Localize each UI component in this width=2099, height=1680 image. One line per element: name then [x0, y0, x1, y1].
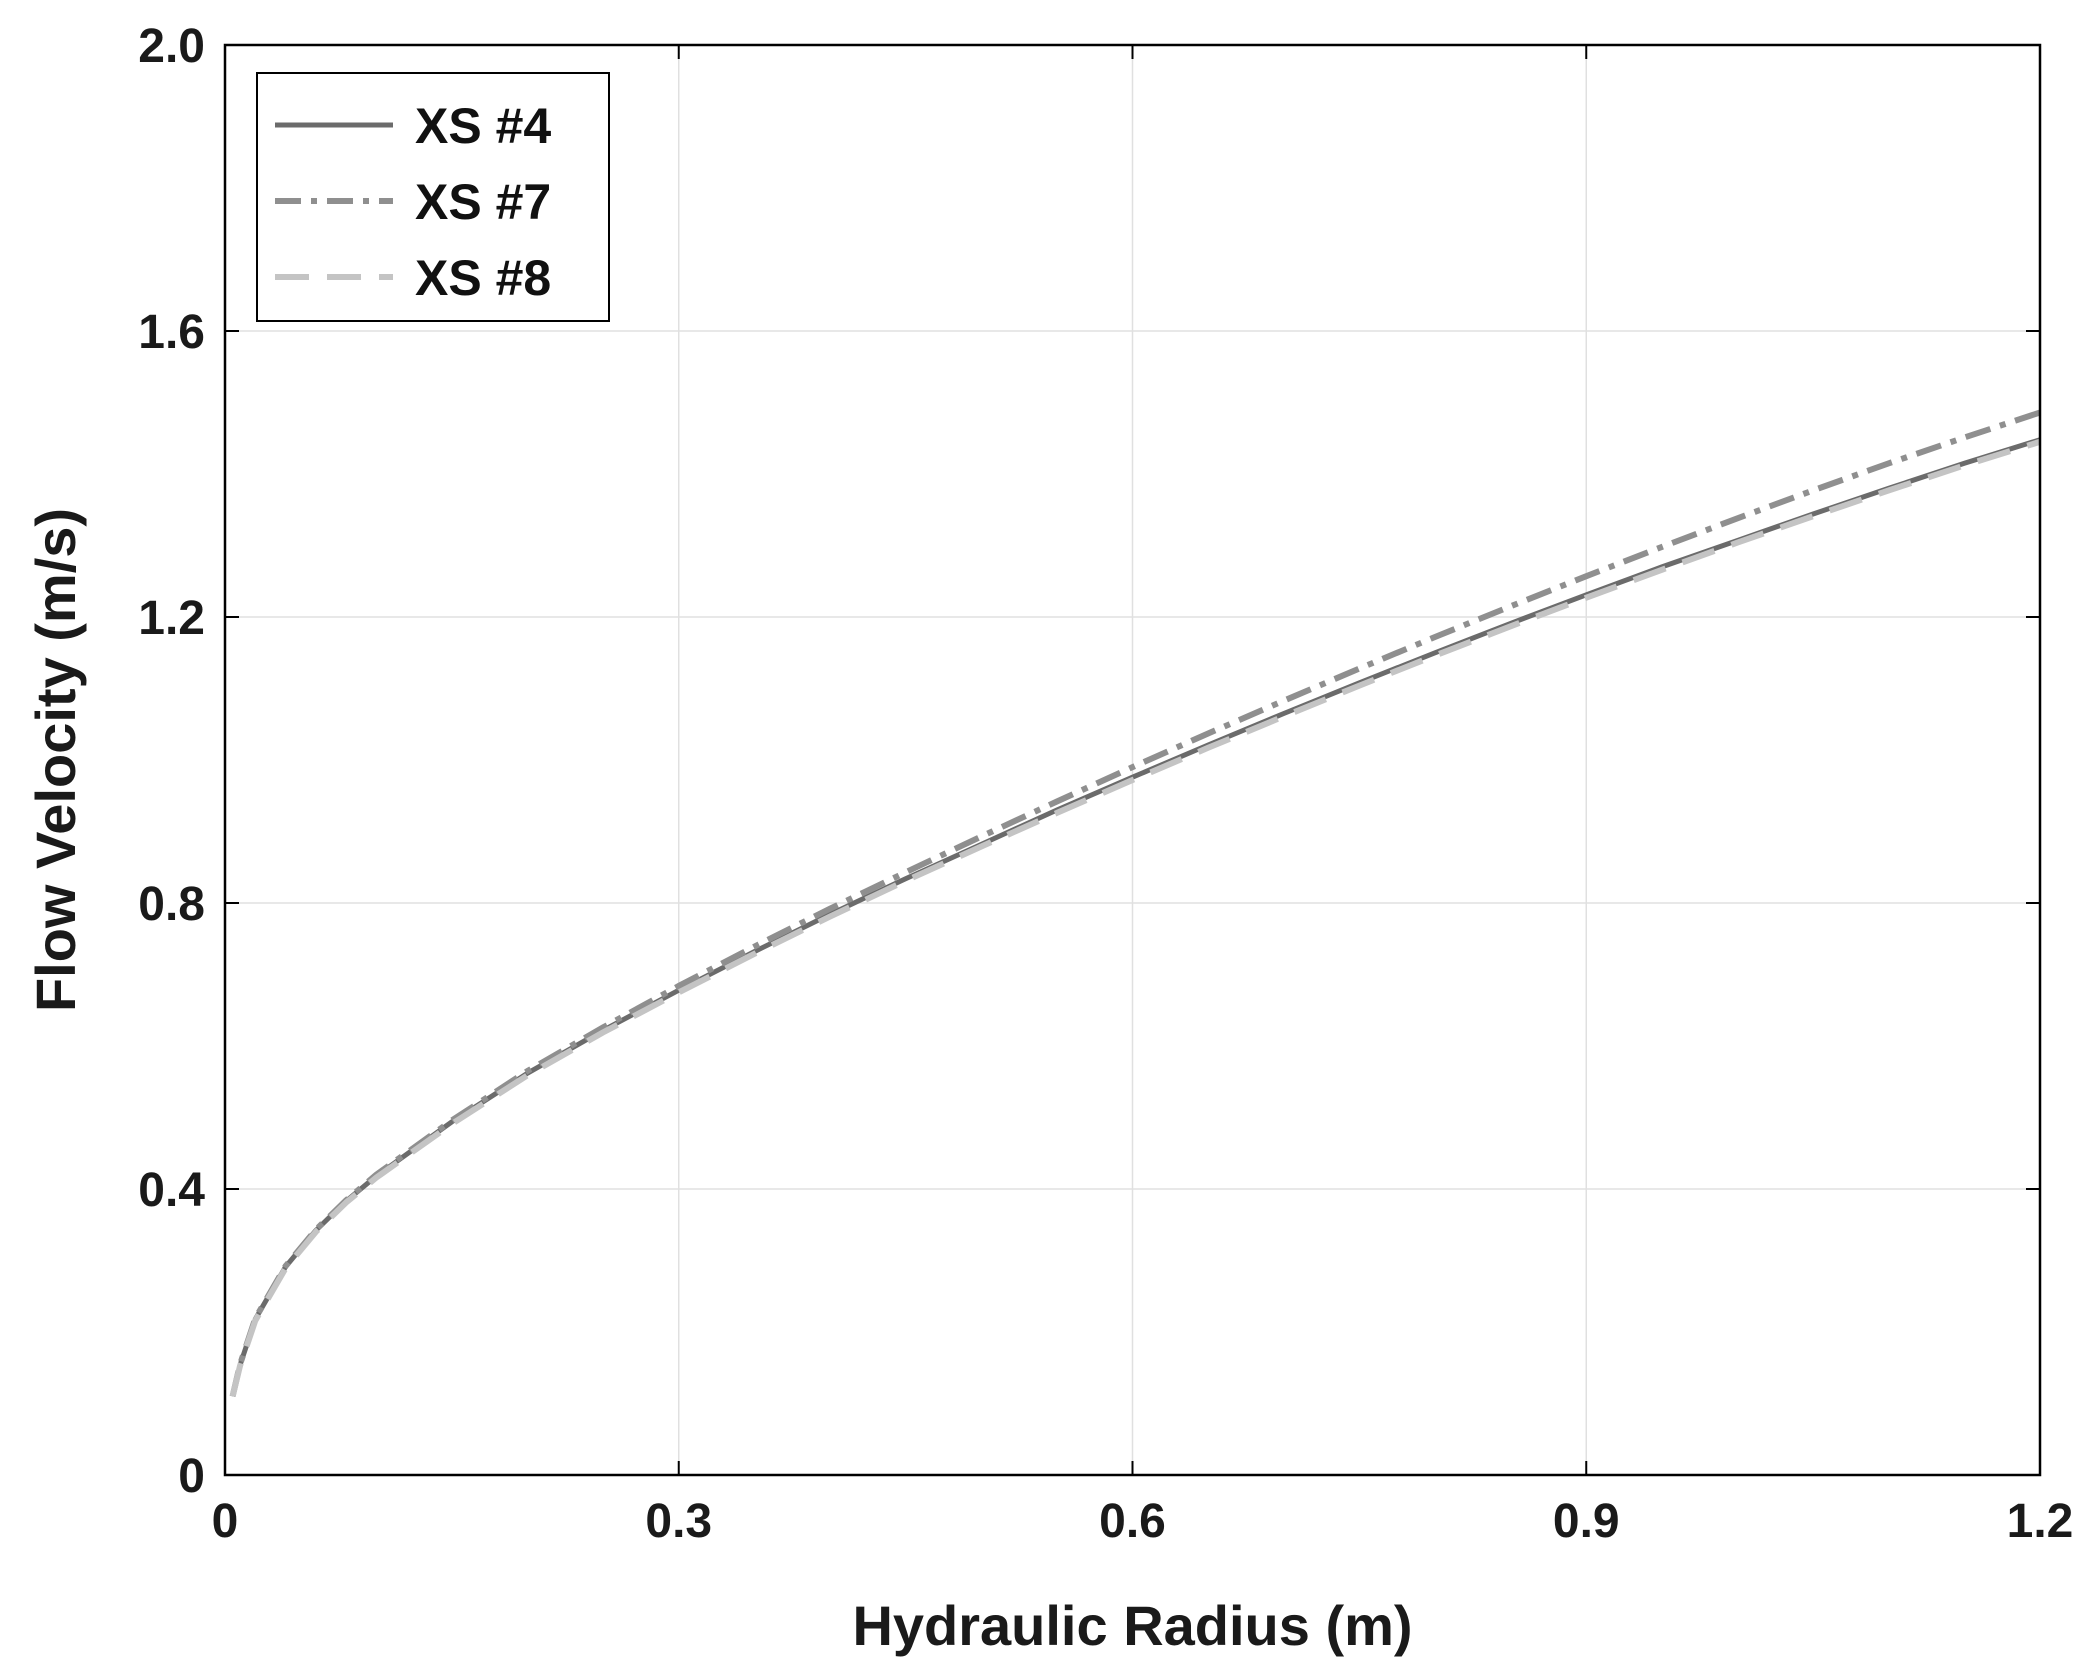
y-axis-tick-labels: 0 0.4 0.8 1.2 1.6 2.0 — [138, 20, 205, 1503]
x-tick-label: 1.2 — [2007, 1495, 2074, 1548]
series-line-xs-7 — [229, 409, 2041, 1397]
y-tick-label: 1.6 — [138, 306, 205, 359]
x-axis-tick-labels: 0 0.3 0.6 0.9 1.2 — [212, 1495, 2074, 1548]
y-tick-label: 2.0 — [138, 20, 205, 73]
y-tick-label: 0 — [178, 1450, 205, 1503]
legend-label: XS #7 — [415, 174, 551, 230]
x-tick-label: 0.6 — [1099, 1495, 1166, 1548]
axis-ticks — [224, 44, 2041, 1476]
y-tick-label: 0.8 — [138, 878, 205, 931]
y-tick-label: 0.4 — [138, 1164, 205, 1217]
legend-label: XS #4 — [415, 98, 551, 154]
x-axis-label: Hydraulic Radius (m) — [852, 1594, 1412, 1657]
x-tick-label: 0.3 — [645, 1495, 712, 1548]
grid-lines — [225, 45, 2040, 1475]
x-tick-label: 0 — [212, 1495, 239, 1548]
series-line-xs-4 — [230, 437, 2041, 1397]
series-line-xs-8 — [229, 438, 2041, 1398]
y-axis-label: Flow Velocity (m/s) — [24, 508, 87, 1012]
legend-box — [256, 72, 610, 322]
x-tick-label: 0.9 — [1553, 1495, 1620, 1548]
y-tick-label: 1.2 — [138, 592, 205, 645]
series-lines — [229, 409, 2041, 1398]
legend-label: XS #8 — [415, 250, 551, 306]
legend: XS #4 XS #7 XS #8 — [256, 72, 610, 322]
